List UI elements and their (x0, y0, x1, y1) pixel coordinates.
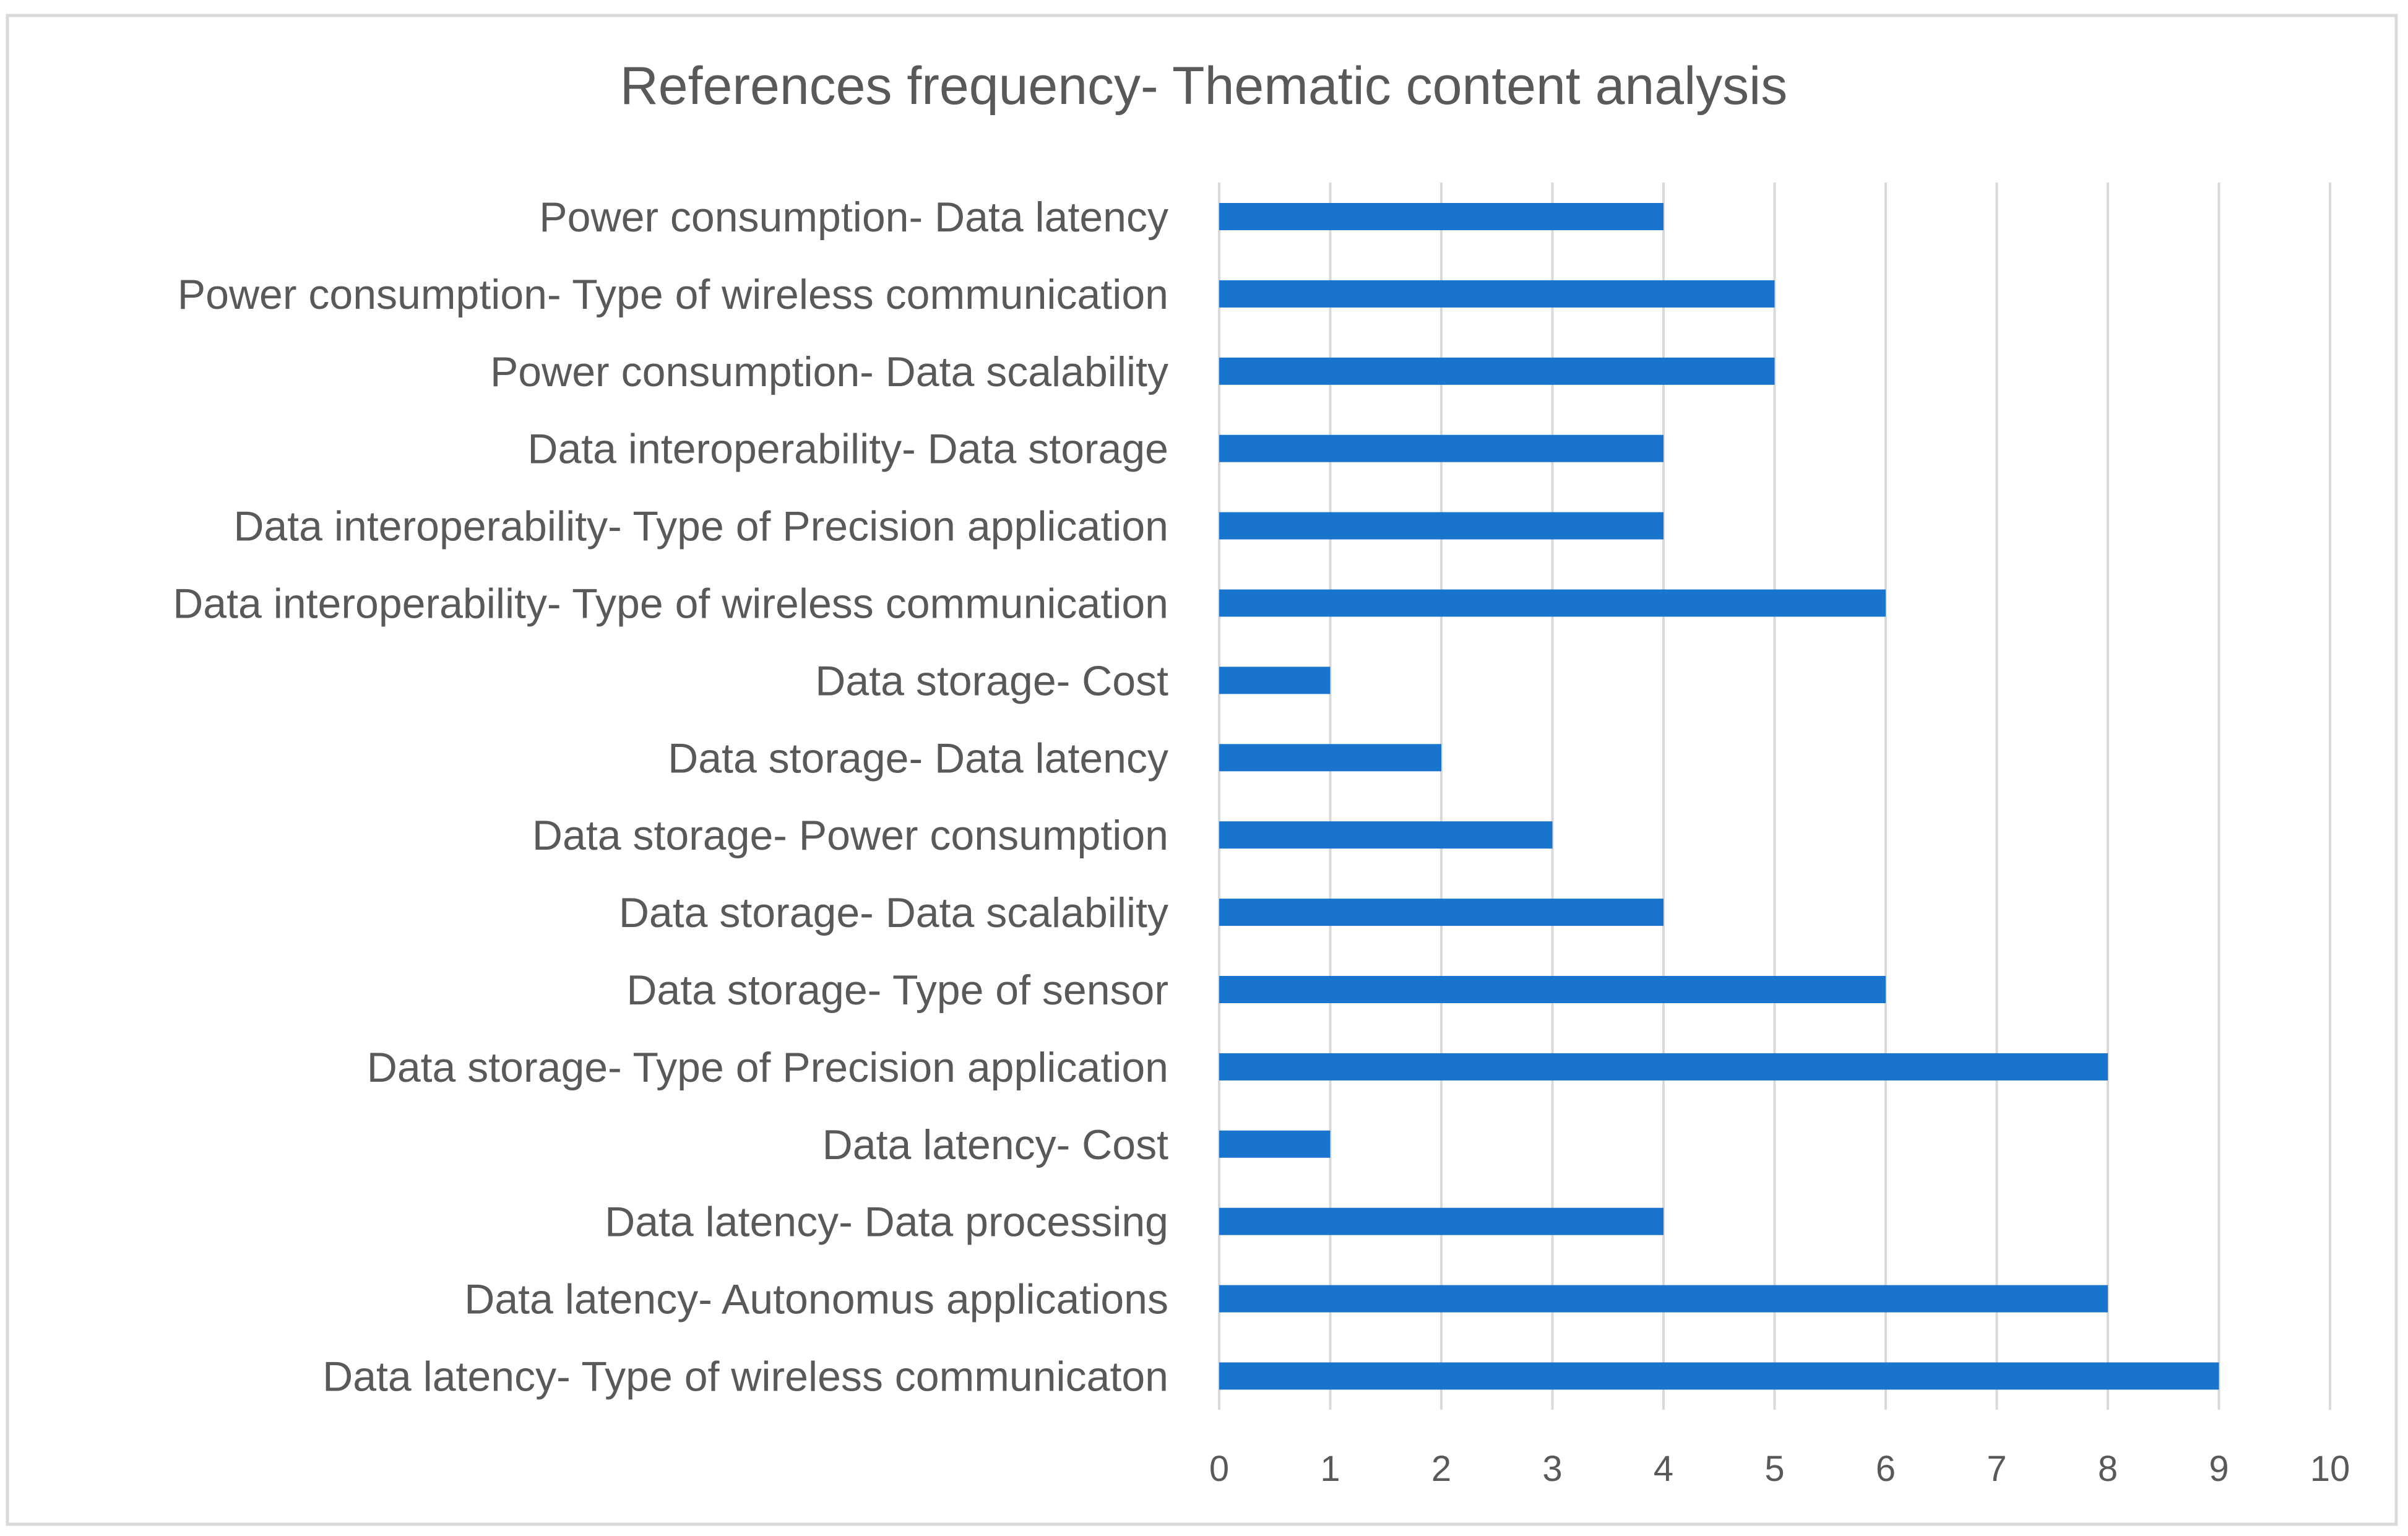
bar (1219, 1053, 2108, 1081)
bar (1219, 1207, 1664, 1235)
bar (1219, 1130, 1331, 1158)
x-tick-label: 8 (2098, 1449, 2118, 1489)
category-label: Data latency- Type of wireless communica… (322, 1353, 1168, 1400)
bar (1219, 976, 1886, 1003)
x-tick-label: 2 (1431, 1449, 1451, 1489)
bar (1219, 1362, 2219, 1390)
x-axis-ticks: 0 1 2 3 4 5 6 7 8 9 10 (1209, 1449, 2350, 1489)
category-label: Data storage- Data scalability (619, 889, 1168, 936)
x-tick-label: 10 (2310, 1449, 2350, 1489)
bar (1219, 744, 1441, 772)
bar (1219, 203, 1664, 230)
category-label: Power consumption- Data scalability (490, 348, 1168, 395)
category-label: Data storage- Cost (815, 657, 1168, 704)
category-label: Data interoperability- Data storage (527, 426, 1168, 473)
bar (1219, 667, 1331, 694)
gridlines (1218, 183, 2331, 1410)
x-tick-label: 4 (1654, 1449, 1673, 1489)
x-tick-label: 3 (1542, 1449, 1562, 1489)
bar (1219, 1285, 2108, 1313)
category-label: Data interoperability- Type of wireless … (173, 580, 1168, 628)
bar (1219, 434, 1664, 462)
bar (1219, 280, 1775, 308)
category-label: Data latency- Data processing (605, 1199, 1168, 1246)
category-label: Data latency- Autonomus applications (464, 1276, 1168, 1323)
category-label: Data interoperability- Type of Precision… (233, 503, 1168, 550)
category-label: Data storage- Type of sensor (626, 967, 1168, 1014)
category-labels: Power consumption- Data latency Power con… (173, 194, 1168, 1400)
category-label: Data storage- Type of Precision applicat… (367, 1044, 1168, 1091)
chart-border (6, 14, 2398, 1526)
category-label: Power consumption- Data latency (539, 194, 1168, 241)
bar (1219, 821, 1553, 849)
chart-title: References frequency- Thematic content a… (620, 56, 1788, 116)
category-label: Data latency- Cost (822, 1121, 1168, 1168)
bar (1219, 589, 1886, 617)
bars (1219, 203, 2219, 1390)
category-label: Data storage- Data latency (668, 735, 1168, 782)
x-tick-label: 5 (1764, 1449, 1784, 1489)
bar (1219, 512, 1664, 540)
category-label: Power consumption- Type of wireless comm… (178, 271, 1168, 318)
bar (1219, 357, 1775, 385)
x-tick-label: 1 (1320, 1449, 1340, 1489)
x-tick-label: 7 (1987, 1449, 2006, 1489)
x-tick-label: 6 (1876, 1449, 1896, 1489)
bar (1219, 899, 1664, 926)
category-label: Data storage- Power consumption (532, 812, 1168, 859)
x-tick-label: 0 (1209, 1449, 1229, 1489)
x-tick-label: 9 (2209, 1449, 2229, 1489)
